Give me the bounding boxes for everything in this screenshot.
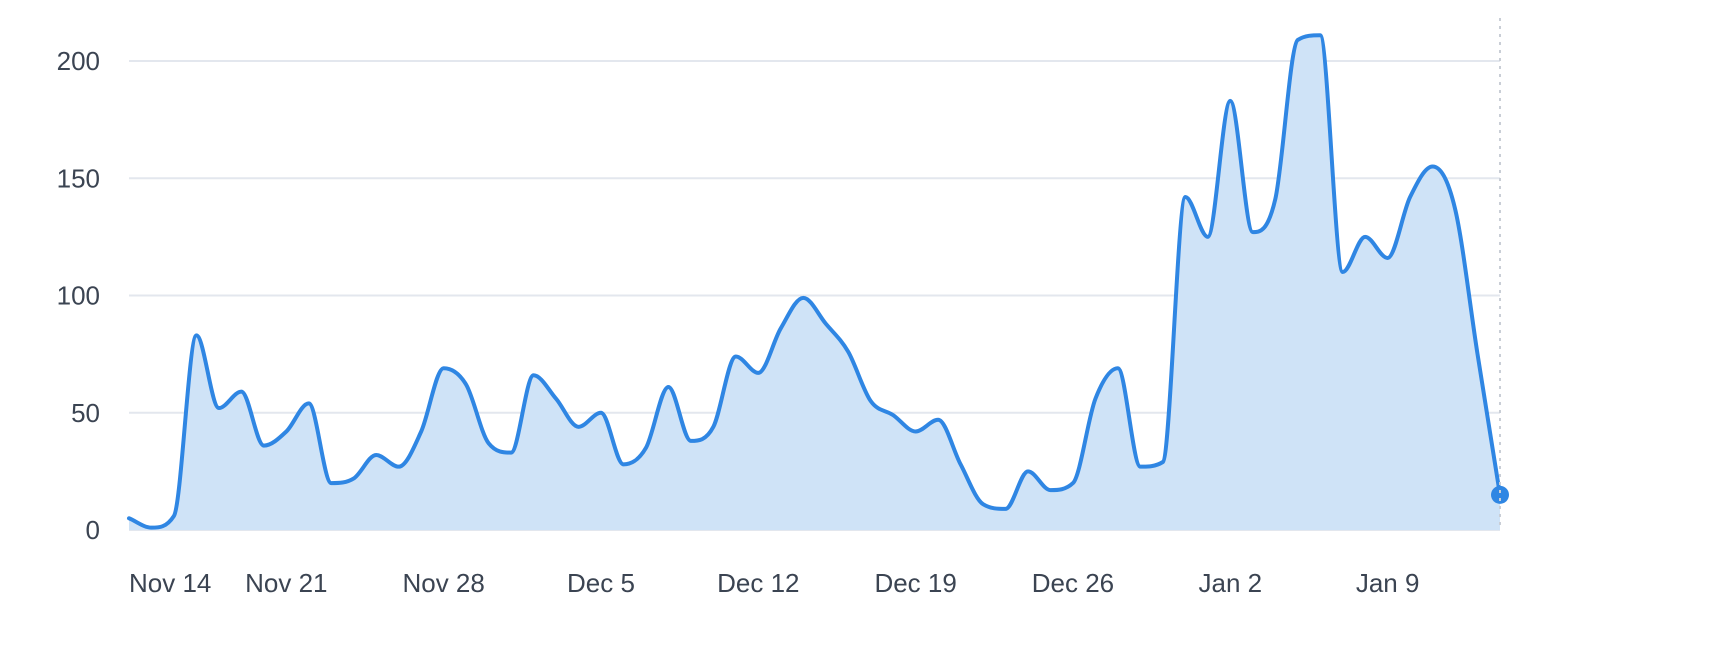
data-points [1491,485,1509,504]
x-axis-tick-labels: Nov 14 Nov 21 Nov 28 Dec 5 Dec 12 Dec 19 Dec 2… [129,568,1419,598]
x-tick-label: Dec 12 [717,568,799,598]
y-tick-label: 150 [57,163,100,193]
last-data-point [1491,485,1509,504]
series-area-fill [129,35,1500,530]
y-tick-label: 100 [57,281,100,311]
x-tick-label: Jan 2 [1198,568,1262,598]
x-tick-label: Dec 5 [567,568,635,598]
y-tick-label: 0 [86,515,100,545]
series-line [127,33,1502,530]
x-tick-label: Nov 28 [402,568,484,598]
x-tick-label: Dec 19 [874,568,956,598]
y-axis-tick-labels: 0 50 100 150 200 [57,46,100,545]
x-tick-label: Dec 26 [1032,568,1114,598]
x-tick-label: Nov 14 [129,568,211,598]
x-tick-label: Jan 9 [1356,568,1420,598]
x-tick-label: Nov 21 [245,568,327,598]
y-tick-label: 50 [71,398,100,428]
y-tick-label: 200 [57,46,100,76]
